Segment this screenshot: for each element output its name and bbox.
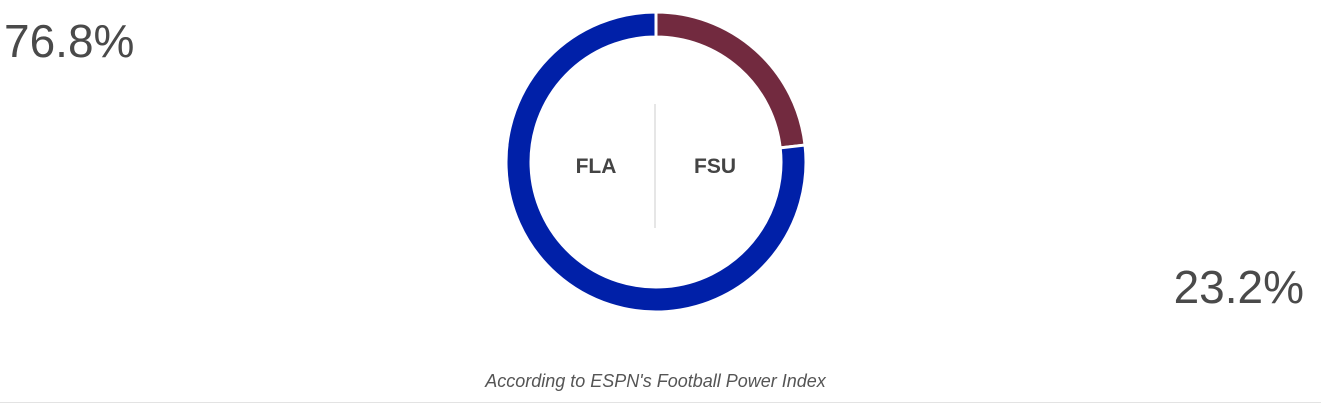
- fla-win-probability: 76.8%: [4, 15, 135, 67]
- donut-slice-fsu: [654, 10, 807, 150]
- team-label-fsu: FSU: [694, 155, 736, 178]
- chart-caption: According to ESPN's Football Power Index: [485, 371, 826, 391]
- team-label-fla: FLA: [576, 155, 617, 178]
- donut-slice-fla: [504, 10, 808, 314]
- fsu-win-probability: 23.2%: [1173, 261, 1304, 313]
